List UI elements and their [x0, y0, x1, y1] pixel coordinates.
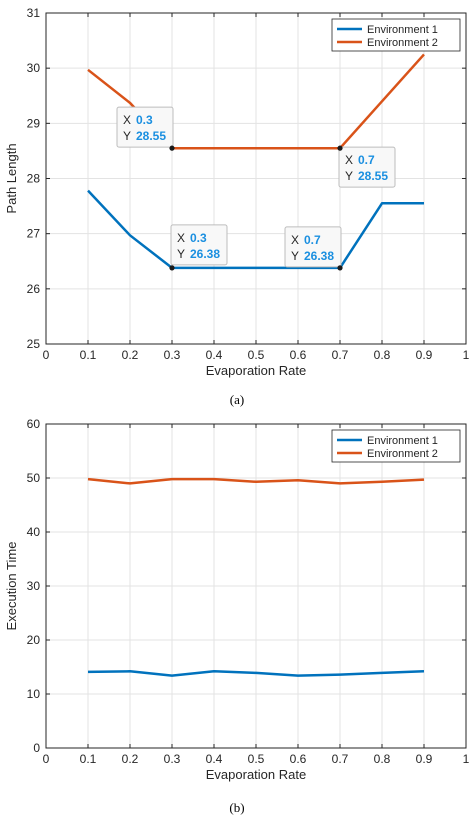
datatip-y-label: Y	[291, 249, 299, 263]
chart-b-series-2-line	[87, 477, 425, 485]
chart-a-datatip-3: X 0.3 Y 26.38	[170, 224, 228, 266]
chart-a-y-tick-label: 29	[27, 116, 41, 130]
execution-time-chart: 0 0.1 0.2 0.3 0.4 0.5 0.6 0.7 0.8 0.9 101020304050…	[4, 417, 470, 782]
chart-a-datatip-point	[169, 265, 175, 271]
chart-a-datatip-point	[337, 265, 343, 271]
chart-b-x-tick-label: 0.8	[374, 752, 391, 766]
datatip-y-value: 26.38	[304, 249, 334, 263]
datatip-x-label: X	[291, 233, 299, 247]
chart-a-datatip-1: X 0.3 Y 28.55	[116, 106, 174, 148]
path-length-chart: 0 0.1 0.2 0.3 0.4 0.5 0.6 0.7 0.8 0.9 1 25 26 27 28 29 3…	[4, 6, 470, 378]
chart-b-x-tick-label: 0.6	[290, 752, 307, 766]
chart-b-y-tick-label: 30	[27, 579, 41, 593]
datatip-box	[116, 106, 174, 148]
chart-b-y-axis-label: Execution Time	[4, 542, 19, 631]
chart-b-x-axis-label: Evaporation Rate	[206, 767, 306, 782]
chart-b-y-tick-label: 60	[27, 417, 41, 431]
chart-a-x-tick-label: 0.4	[206, 348, 223, 362]
chart-b-x-tick-label: 0	[43, 752, 50, 766]
chart-a-x-tick-label: 0.2	[122, 348, 139, 362]
chart-b-x-tick-label: 0.5	[248, 752, 265, 766]
chart-a-datatip-point	[169, 145, 175, 151]
chart-a-datatip-2: X 0.7 Y 28.55	[338, 146, 396, 188]
chart-b-series-1-line	[87, 670, 425, 677]
chart-b-x-tick-label: 0.9	[416, 752, 433, 766]
chart-a-y-tick-label: 25	[27, 337, 41, 351]
chart-a-x-tick-label: 0.1	[80, 348, 97, 362]
chart-a-x-tick-label: 0.8	[374, 348, 391, 362]
chart-a-x-tick-label: 0.6	[290, 348, 307, 362]
datatip-box	[284, 226, 342, 268]
chart-b-y-tick-label: 10	[27, 687, 41, 701]
chart-a-y-tick-label: 26	[27, 282, 41, 296]
datatip-x-value: 0.7	[304, 233, 321, 247]
datatip-y-label: Y	[177, 247, 185, 261]
chart-b-x-tick-label: 0.2	[122, 752, 139, 766]
chart-b-y-tick-label: 50	[27, 471, 41, 485]
datatip-box	[338, 146, 396, 188]
datatip-x-value: 0.7	[358, 153, 375, 167]
datatip-y-label: Y	[123, 129, 131, 143]
chart-a-y-tick-label: 28	[27, 172, 41, 186]
datatip-y-value: 28.55	[136, 129, 166, 143]
chart-a-x-tick-label: 0.5	[248, 348, 265, 362]
legend-box	[331, 18, 461, 52]
chart-b-y-tick-label: 20	[27, 633, 41, 647]
datatip-x-label: X	[177, 231, 185, 245]
chart-a-y-tick-label: 27	[27, 227, 41, 241]
chart-b-x-tick-label: 0.1	[80, 752, 97, 766]
chart-b-y-tick-label: 0	[33, 741, 40, 755]
chart-a-series-1-line	[87, 189, 424, 270]
chart-b-x-tick-label: 0.3	[164, 752, 181, 766]
chart-a-y-axis-label: Path Length	[4, 143, 19, 213]
legend-label-2: Environment 2	[367, 448, 438, 460]
chart-a-y-tick-label: 31	[27, 6, 41, 20]
chart-a-x-tick-label: 0.9	[416, 348, 433, 362]
legend-label-1: Environment 1	[367, 435, 438, 447]
datatip-x-label: X	[123, 113, 131, 127]
chart-a-y-tick-label: 30	[27, 61, 41, 75]
datatip-x-label: X	[345, 153, 353, 167]
chart-b-x-tick-label: 0.7	[332, 752, 349, 766]
chart-a-x-tick-label: 0	[43, 348, 50, 362]
datatip-y-label: Y	[345, 169, 353, 183]
caption-b: (b)	[229, 800, 245, 815]
chart-b-x-tick-label: 1	[463, 752, 470, 766]
chart-a-x-axis-label: Evaporation Rate	[206, 363, 306, 378]
legend-box	[331, 429, 461, 463]
legend-label-1: Environment 1	[367, 24, 438, 36]
chart-a-x-tick-label: 0.3	[164, 348, 181, 362]
chart-b-y-tick-label: 40	[27, 525, 41, 539]
legend-label-2: Environment 2	[367, 37, 438, 49]
datatip-box	[170, 224, 228, 266]
chart-a-x-tick-label: 1	[463, 348, 470, 362]
datatip-x-value: 0.3	[136, 113, 153, 127]
caption-a: (a)	[229, 392, 245, 407]
datatip-x-value: 0.3	[190, 231, 207, 245]
chart-b-x-tick-label: 0.4	[206, 752, 223, 766]
datatip-y-value: 26.38	[190, 247, 220, 261]
chart-a-x-tick-label: 0.7	[332, 348, 349, 362]
chart-a-datatip-4: X 0.7 Y 26.38	[284, 226, 342, 268]
datatip-y-value: 28.55	[358, 169, 388, 183]
chart-a-datatip-point	[337, 145, 343, 151]
